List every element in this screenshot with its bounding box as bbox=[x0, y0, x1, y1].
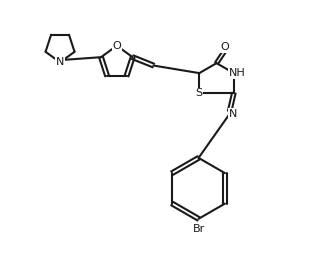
Text: Br: Br bbox=[192, 224, 205, 234]
Text: O: O bbox=[112, 41, 121, 51]
Text: S: S bbox=[196, 88, 203, 98]
Text: NH: NH bbox=[229, 68, 246, 78]
Text: N: N bbox=[229, 109, 237, 119]
Text: N: N bbox=[56, 57, 64, 67]
Text: O: O bbox=[220, 42, 229, 52]
